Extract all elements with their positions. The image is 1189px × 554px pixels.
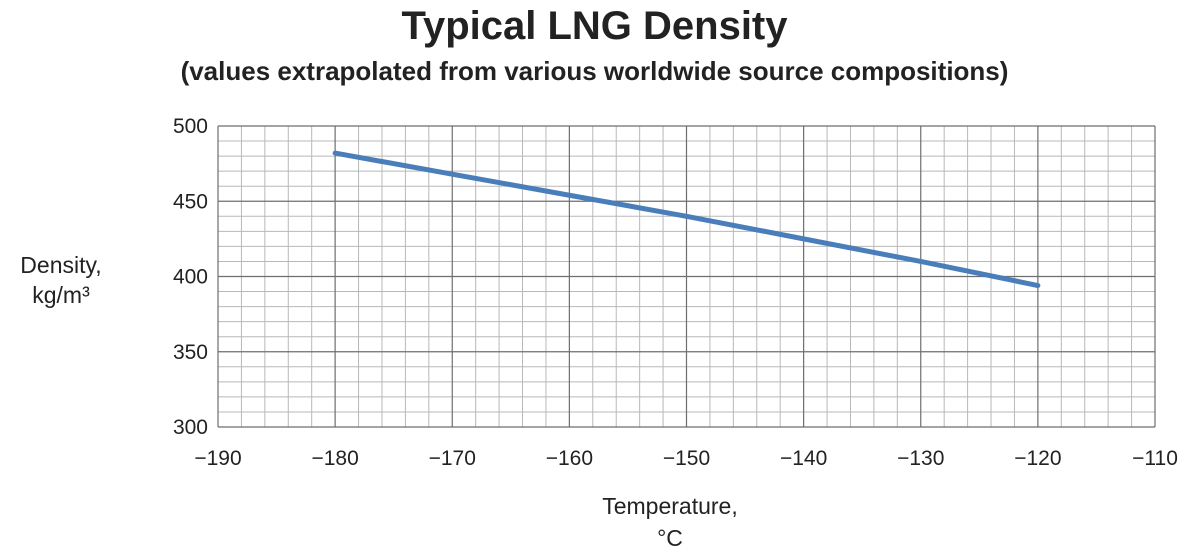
- x-tick-label: −180: [311, 447, 358, 470]
- y-tick-label: 300: [173, 416, 208, 439]
- x-axis-label: Temperature, °C: [560, 490, 780, 554]
- x-tick-label: −120: [1014, 447, 1061, 470]
- tick-labels: −190 −180 −170 −160 −150 −140 −130 −120 −110 300 3…: [173, 115, 1178, 470]
- x-axis-label-line-1: Temperature,: [602, 493, 738, 519]
- y-axis-label-line-2: kg/m³: [32, 282, 90, 308]
- x-tick-label: −130: [897, 447, 944, 470]
- x-tick-label: −160: [546, 447, 593, 470]
- x-tick-label: −150: [663, 447, 710, 470]
- x-tick-label: −190: [194, 447, 241, 470]
- x-tick-label: −170: [429, 447, 476, 470]
- x-tick-label: −110: [1132, 447, 1178, 470]
- y-tick-label: 450: [173, 190, 208, 213]
- series-layer: [332, 150, 1041, 289]
- y-axis-label: Density, kg/m³: [6, 250, 116, 310]
- series-line: [332, 150, 1041, 289]
- chart-title: Typical LNG Density: [401, 4, 788, 48]
- chart-subtitle: (values extrapolated from various worldw…: [180, 56, 1009, 86]
- y-tick-label: 400: [173, 266, 208, 289]
- x-axis-label-line-2: °C: [657, 525, 683, 551]
- y-tick-label: 500: [173, 115, 208, 138]
- y-tick-label: 350: [173, 341, 208, 364]
- y-axis-label-line-1: Density,: [20, 252, 102, 278]
- x-tick-label: −140: [780, 447, 827, 470]
